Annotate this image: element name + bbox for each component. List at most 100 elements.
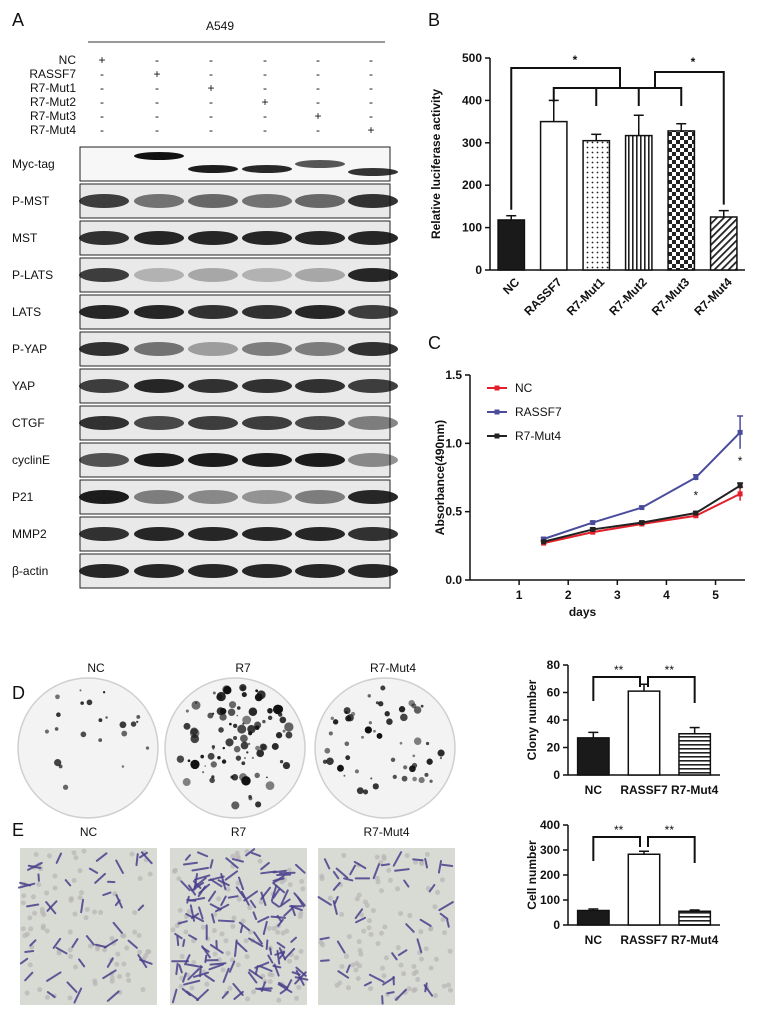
pore: [98, 909, 104, 915]
pore: [395, 945, 401, 951]
x-axis-label: days: [569, 605, 597, 619]
condition-mark: -: [369, 109, 373, 123]
colony-dot: [350, 711, 356, 717]
pore: [287, 958, 293, 964]
colony-dot: [272, 704, 283, 715]
colony-dot: [330, 716, 335, 721]
cell: [238, 921, 251, 932]
blot-band: [348, 416, 398, 430]
blot-band: [79, 342, 129, 356]
pore: [20, 926, 26, 932]
cell: [78, 958, 86, 968]
blot-label: CTGF: [12, 416, 45, 430]
cell: [204, 954, 208, 964]
cell: [175, 962, 179, 976]
y-tick-label: 100: [462, 221, 482, 235]
cell: [257, 916, 270, 923]
blot-band: [348, 379, 398, 393]
colony-dot: [244, 757, 246, 759]
blot-band: [79, 305, 129, 319]
colony-dot: [209, 777, 215, 784]
bar: [667, 130, 696, 271]
pore: [404, 853, 410, 859]
pore: [27, 915, 33, 921]
cell: [392, 851, 403, 867]
cell: [137, 904, 145, 911]
point: [590, 520, 596, 526]
pore: [286, 867, 292, 873]
blot-band: [188, 342, 238, 356]
pore: [115, 951, 121, 957]
cell: [55, 946, 68, 955]
colony-dot: [79, 689, 82, 692]
pore: [359, 912, 365, 918]
colony-dot: [343, 774, 346, 777]
blot-band: [134, 453, 184, 467]
pore: [350, 962, 356, 968]
pore: [67, 947, 73, 953]
cell: [180, 880, 191, 892]
pore: [368, 931, 374, 937]
blot-band: [79, 490, 129, 504]
y-tick-label: 1.0: [445, 436, 462, 450]
y-tick-label: 0.0: [445, 573, 462, 587]
pore: [40, 923, 46, 929]
x-tick-label: NC: [585, 933, 603, 947]
bar: [627, 690, 661, 776]
colony-dot: [216, 694, 223, 701]
pore: [132, 929, 138, 935]
cell: [277, 983, 293, 994]
cell: [294, 976, 309, 981]
plate-label: R7: [235, 661, 251, 675]
well-label: NC: [80, 825, 98, 839]
blot-label: cyclinE: [12, 453, 50, 467]
pore: [407, 913, 413, 919]
cell: [279, 988, 288, 995]
cell: [193, 876, 207, 888]
pore: [346, 934, 352, 940]
pore: [140, 987, 146, 993]
cell: [177, 920, 188, 925]
cell: [272, 964, 282, 969]
pore: [219, 931, 225, 937]
point: [639, 520, 645, 526]
pore: [447, 948, 453, 954]
pore: [357, 947, 363, 953]
pore: [32, 910, 38, 916]
y-tick-label: 100: [540, 893, 560, 907]
blot-band: [188, 379, 238, 393]
point: [541, 539, 547, 545]
pore: [81, 848, 87, 854]
pore: [83, 915, 89, 921]
pore: [433, 956, 439, 962]
condition-mark: -: [263, 53, 267, 67]
well-label: R7-Mut4: [363, 825, 409, 839]
cell: [272, 877, 285, 882]
pore: [88, 943, 94, 949]
cell: [332, 870, 340, 880]
colony-dot: [145, 746, 150, 750]
cell: [258, 965, 273, 973]
pore: [446, 982, 452, 988]
pore: [424, 851, 430, 857]
pore: [280, 930, 286, 936]
cell: [102, 969, 117, 980]
panel-label: A: [12, 10, 24, 30]
colony-dot: [121, 730, 128, 737]
pore: [147, 871, 153, 877]
pore: [78, 890, 84, 896]
pore: [381, 856, 387, 862]
blot-band: [295, 490, 345, 504]
pore: [211, 928, 217, 934]
colony-dot: [278, 712, 283, 717]
colony-dot: [136, 720, 139, 724]
cell: [182, 972, 187, 983]
blot-band: [134, 194, 184, 208]
pore: [223, 938, 229, 944]
y-tick-label: 0: [553, 918, 560, 932]
pore: [235, 962, 241, 968]
colony-dot: [267, 707, 273, 714]
pore: [71, 878, 77, 884]
pore: [425, 885, 431, 891]
cell: [29, 939, 37, 947]
